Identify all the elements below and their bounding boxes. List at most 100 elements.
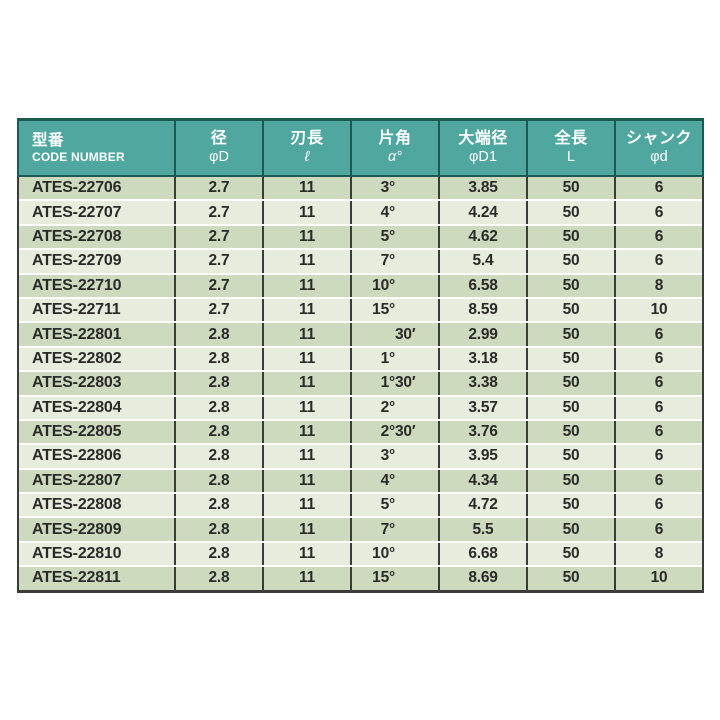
cell-flute-length: 11 [262, 494, 350, 517]
cell-shank-diameter: 6 [614, 250, 702, 273]
cell-flute-length: 11 [262, 518, 350, 541]
cell-flute-length: 11 [262, 396, 350, 419]
cell-code-number: ATES-22806 [19, 445, 174, 468]
cell-shank-diameter: 6 [614, 201, 702, 224]
cell-shank-diameter: 6 [614, 347, 702, 371]
cell-large-end-diameter: 4.62 [438, 225, 526, 249]
cell-overall-length: 50 [526, 469, 614, 493]
cell-shank-diameter: 6 [614, 372, 702, 395]
header-half-angle-sub: α° [387, 149, 403, 166]
cell-large-end-diameter: 6.68 [438, 542, 526, 566]
cell-code-number: ATES-22804 [19, 396, 174, 419]
header-code-number: 型番 CODE NUMBER [19, 121, 174, 175]
cell-overall-length: 50 [526, 372, 614, 395]
cell-shank-diameter: 10 [614, 298, 702, 322]
cell-flute-length: 11 [262, 298, 350, 322]
cell-diameter: 2.8 [174, 542, 262, 566]
cell-half-angle: 7° [350, 518, 438, 541]
cell-overall-length: 50 [526, 518, 614, 541]
header-flute-length-sub: ℓ [304, 149, 310, 166]
cell-half-angle: 10° [350, 542, 438, 566]
table-row: ATES-22810 2.8 11 10° 6.68 50 8 [19, 540, 702, 566]
cell-shank-diameter: 6 [614, 518, 702, 541]
cell-overall-length: 50 [526, 567, 614, 590]
header-large-end-diameter: 大端径 φD1 [438, 121, 526, 175]
cell-overall-length: 50 [526, 274, 614, 297]
cell-overall-length: 50 [526, 323, 614, 346]
cell-half-angle: 15° [350, 567, 438, 590]
table-row: ATES-22807 2.8 11 4° 4.34 50 6 [19, 467, 702, 493]
cell-shank-diameter: 6 [614, 177, 702, 200]
cell-half-angle: 4° [350, 201, 438, 224]
cell-flute-length: 11 [262, 201, 350, 224]
header-half-angle-ja: 片角 [378, 129, 412, 147]
table-row: ATES-22709 2.7 11 7° 5.4 50 6 [19, 248, 702, 273]
cell-overall-length: 50 [526, 177, 614, 200]
table-row: ATES-22805 2.8 11 2° 30′ 3.76 50 6 [19, 418, 702, 444]
header-shank-diameter-ja: シャンク [625, 129, 692, 147]
header-diameter: 径 φD [174, 121, 262, 175]
table-row: ATES-22708 2.7 11 5° 4.62 50 6 [19, 223, 702, 249]
header-overall-length: 全長 L [526, 121, 614, 175]
cell-flute-length: 11 [262, 323, 350, 346]
table-header-row: 型番 CODE NUMBER 径 φD 刃長 ℓ 片角 α° 大端径 φD1 全… [17, 118, 704, 177]
cell-diameter: 2.8 [174, 469, 262, 493]
cell-flute-length: 11 [262, 445, 350, 468]
header-code-number-sub: CODE NUMBER [32, 149, 125, 164]
table-row: ATES-22806 2.8 11 3° 3.95 50 6 [19, 443, 702, 468]
cell-code-number: ATES-22803 [19, 372, 174, 395]
cell-large-end-diameter: 6.58 [438, 274, 526, 297]
cell-code-number: ATES-22710 [19, 274, 174, 297]
cell-diameter: 2.7 [174, 201, 262, 224]
cell-shank-diameter: 6 [614, 225, 702, 249]
table-row: ATES-22802 2.8 11 1° 3.18 50 6 [19, 345, 702, 371]
cell-shank-diameter: 6 [614, 420, 702, 444]
cell-half-angle: 30′ [350, 323, 438, 346]
table-row: ATES-22804 2.8 11 2° 3.57 50 6 [19, 394, 702, 419]
header-overall-length-sub: L [566, 149, 576, 166]
cell-diameter: 2.8 [174, 420, 262, 444]
cell-half-angle: 2° [350, 396, 438, 419]
cell-diameter: 2.8 [174, 396, 262, 419]
cell-flute-length: 11 [262, 250, 350, 273]
cell-large-end-diameter: 8.59 [438, 298, 526, 322]
cell-code-number: ATES-22808 [19, 494, 174, 517]
cell-large-end-diameter: 3.85 [438, 177, 526, 200]
cell-half-angle: 1° [350, 347, 438, 371]
table-row: ATES-22710 2.7 11 10° 6.58 50 8 [19, 272, 702, 297]
cell-overall-length: 50 [526, 494, 614, 517]
cell-overall-length: 50 [526, 420, 614, 444]
cell-shank-diameter: 6 [614, 396, 702, 419]
cell-half-angle: 5° [350, 494, 438, 517]
cell-large-end-diameter: 4.34 [438, 469, 526, 493]
cell-shank-diameter: 8 [614, 274, 702, 297]
header-diameter-ja: 径 [210, 129, 228, 147]
cell-overall-length: 50 [526, 347, 614, 371]
cell-large-end-diameter: 2.99 [438, 323, 526, 346]
cell-diameter: 2.8 [174, 323, 262, 346]
cell-overall-length: 50 [526, 396, 614, 419]
cell-diameter: 2.8 [174, 494, 262, 517]
cell-diameter: 2.7 [174, 298, 262, 322]
cell-large-end-diameter: 8.69 [438, 567, 526, 590]
cell-flute-length: 11 [262, 420, 350, 444]
cell-code-number: ATES-22711 [19, 298, 174, 322]
cell-code-number: ATES-22809 [19, 518, 174, 541]
cell-large-end-diameter: 3.95 [438, 445, 526, 468]
table-row: ATES-22803 2.8 11 1° 30′ 3.38 50 6 [19, 370, 702, 395]
cell-half-angle: 1° 30′ [350, 372, 438, 395]
header-diameter-sub: φD [209, 149, 229, 166]
cell-flute-length: 11 [262, 469, 350, 493]
cell-shank-diameter: 10 [614, 567, 702, 590]
header-overall-length-ja: 全長 [554, 129, 588, 147]
cell-code-number: ATES-22810 [19, 542, 174, 566]
cell-overall-length: 50 [526, 250, 614, 273]
cell-code-number: ATES-22706 [19, 177, 174, 200]
header-large-end-diameter-sub: φD1 [469, 149, 497, 166]
cell-shank-diameter: 6 [614, 494, 702, 517]
cell-code-number: ATES-22807 [19, 469, 174, 493]
cell-flute-length: 11 [262, 274, 350, 297]
header-code-number-ja: 型番 [32, 131, 65, 149]
cell-diameter: 2.8 [174, 372, 262, 395]
